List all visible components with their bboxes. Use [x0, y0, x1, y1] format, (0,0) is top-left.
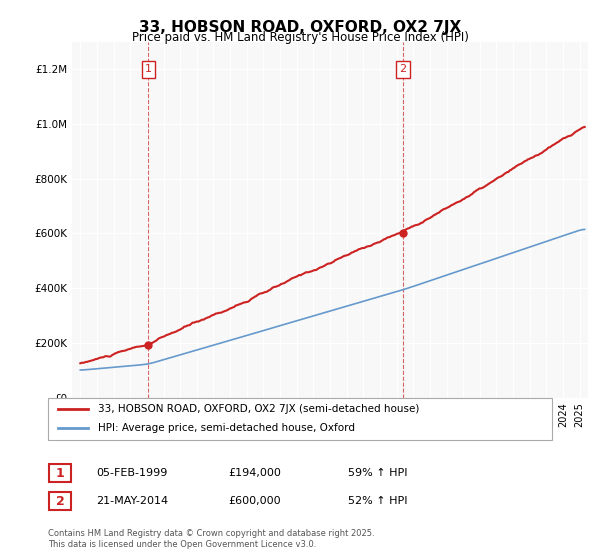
Text: 1: 1	[145, 64, 152, 74]
Text: Contains HM Land Registry data © Crown copyright and database right 2025.
This d: Contains HM Land Registry data © Crown c…	[48, 529, 374, 549]
Text: 1: 1	[56, 466, 64, 480]
Text: 05-FEB-1999: 05-FEB-1999	[96, 468, 167, 478]
Text: HPI: Average price, semi-detached house, Oxford: HPI: Average price, semi-detached house,…	[98, 423, 355, 433]
Text: £194,000: £194,000	[228, 468, 281, 478]
Text: 59% ↑ HPI: 59% ↑ HPI	[348, 468, 407, 478]
Text: Price paid vs. HM Land Registry's House Price Index (HPI): Price paid vs. HM Land Registry's House …	[131, 31, 469, 44]
FancyBboxPatch shape	[49, 464, 71, 482]
FancyBboxPatch shape	[48, 398, 552, 440]
Text: 52% ↑ HPI: 52% ↑ HPI	[348, 496, 407, 506]
FancyBboxPatch shape	[49, 492, 71, 510]
Text: 2: 2	[56, 494, 64, 508]
Text: 33, HOBSON ROAD, OXFORD, OX2 7JX: 33, HOBSON ROAD, OXFORD, OX2 7JX	[139, 20, 461, 35]
Text: £600,000: £600,000	[228, 496, 281, 506]
Text: 21-MAY-2014: 21-MAY-2014	[96, 496, 168, 506]
Text: 33, HOBSON ROAD, OXFORD, OX2 7JX (semi-detached house): 33, HOBSON ROAD, OXFORD, OX2 7JX (semi-d…	[98, 404, 420, 414]
Text: 2: 2	[400, 64, 406, 74]
